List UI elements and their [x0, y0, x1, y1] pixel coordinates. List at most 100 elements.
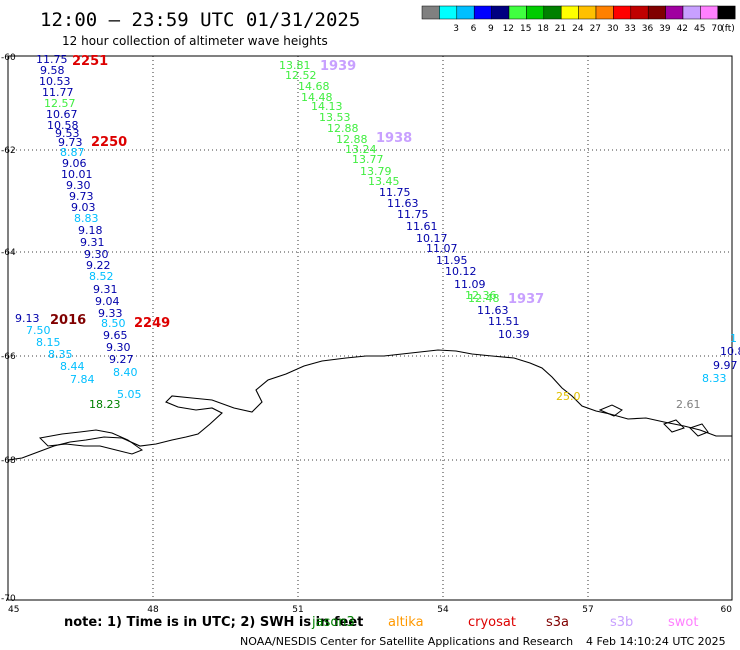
legend-swatch — [665, 5, 684, 20]
wave-height-value: 8.87 — [60, 146, 85, 159]
wave-height-value: 8.15 — [36, 336, 61, 349]
track-time-label: 2250 — [91, 135, 127, 150]
satellite-legend: jason3 altika cryosat s3a s3b swot — [311, 615, 698, 630]
wave-height-value: 9.33 — [98, 307, 123, 320]
wave-height-value: 9.73 — [69, 190, 94, 203]
legend-tick-label: 12 — [503, 24, 514, 34]
legend-swatch — [630, 5, 649, 20]
legend-swatch — [560, 5, 579, 20]
track-time-label: 1937 — [508, 292, 544, 307]
legend-tick-label: 33 — [624, 24, 635, 34]
page-title: 12:00 — 23:59 UTC 01/31/2025 — [40, 9, 360, 31]
satellite-legend-item: jason3 — [311, 615, 355, 630]
legend-tick-label: 42 — [677, 24, 688, 34]
wave-height-value: 9.58 — [40, 64, 65, 77]
wave-height-value: 25.0 — [556, 390, 581, 403]
track-time-label: 2251 — [72, 54, 108, 69]
wave-height-value: 14.68 — [298, 80, 330, 93]
wave-height-value: 8.50 — [101, 317, 126, 330]
island — [598, 404, 623, 417]
island — [663, 419, 685, 433]
legend-tick-label: 9 — [488, 24, 494, 34]
wave-height-value: 11.63 — [387, 197, 419, 210]
legend-swatch — [473, 5, 492, 20]
lat-tick-label: -66 — [1, 352, 16, 362]
wave-height-value: 11.63 — [477, 304, 509, 317]
wave-height-value: 14.48 — [301, 91, 333, 104]
wave-height-value: 12.57 — [44, 97, 76, 110]
legend-tick-label: 6 — [471, 24, 477, 34]
map-border — [7, 55, 733, 601]
wave-height-value: 9.97 — [713, 359, 738, 372]
legend-swatch — [456, 5, 475, 20]
track-time-label: 2016 — [50, 313, 86, 328]
wave-height-value: 13.45 — [368, 175, 400, 188]
legend-swatch — [508, 5, 527, 20]
lon-tick-label: 45 — [8, 605, 19, 615]
wave-height-value: 11.75 — [397, 208, 429, 221]
lon-tick-label: 57 — [582, 605, 593, 615]
wave-height-value: 11.07 — [426, 242, 458, 255]
legend-tick-label: 21 — [555, 24, 566, 34]
wave-height-value: 9.13 — [15, 312, 40, 325]
satellite-legend-item: s3b — [610, 615, 633, 630]
wave-height-value: 5.05 — [117, 388, 142, 401]
legend-swatch — [595, 5, 614, 20]
wave-height-value: 7.84 — [70, 373, 95, 386]
wave-height-value: 10.53 — [39, 75, 71, 88]
satellite-legend-item: swot — [668, 615, 698, 630]
wave-height-value: 18.23 — [89, 398, 121, 411]
legend-tick-label: 24 — [572, 24, 584, 34]
wave-height-value: 10.8 — [720, 345, 740, 358]
legend-swatch — [578, 5, 597, 20]
legend-swatch — [647, 5, 666, 20]
wave-height-value: 10.12 — [445, 265, 477, 278]
wave-height-value: 7.50 — [26, 324, 51, 337]
coastline — [7, 349, 732, 461]
wave-height-value: 9.06 — [62, 157, 87, 170]
legend-tick-label: 18 — [537, 24, 549, 34]
legend-tick-label: 15 — [520, 24, 531, 34]
wave-height-value: 9.27 — [109, 353, 134, 366]
page-subtitle: 12 hour collection of altimeter wave hei… — [62, 34, 328, 48]
wave-height-value: 12.48 — [468, 292, 500, 305]
lat-tick-label: -60 — [1, 53, 16, 63]
wave-height-value: 9.22 — [86, 259, 111, 272]
wave-height-value: 11.77 — [42, 86, 74, 99]
satellite-legend-item: altika — [388, 615, 424, 630]
wave-height-value: 12.36 — [465, 289, 497, 302]
track-time-label: 1938 — [376, 131, 412, 146]
wave-height-value: 13.53 — [319, 111, 351, 124]
lat-tick-label: -68 — [1, 456, 16, 466]
lat-tick-label: -70 — [1, 594, 16, 604]
wave-height-value: 10.39 — [498, 328, 530, 341]
wave-height-value: 9.73 — [58, 136, 83, 149]
wave-height-value: 1 — [730, 332, 737, 345]
axis-ticks: 45 48 51 54 57 60 -60 -62 -64 -66 -68 -70 — [1, 53, 732, 615]
wave-height-value: 13.81 — [279, 59, 311, 72]
wave-height-value: 11.75 — [379, 186, 411, 199]
legend-unit: (ft) — [721, 24, 735, 34]
legend-tick-label: 30 — [607, 24, 619, 34]
satellite-legend-item: s3a — [546, 615, 569, 630]
legend-swatch — [491, 5, 510, 20]
wave-height-value: 13.77 — [352, 153, 384, 166]
legend-swatch — [421, 5, 440, 20]
wave-height-values: 11.759.5810.5311.7712.5710.6710.589.539.… — [15, 53, 740, 411]
wave-height-value: 8.44 — [60, 360, 85, 373]
track-time-label: 2249 — [134, 316, 170, 331]
wave-height-value: 13.79 — [360, 165, 392, 178]
legend-tick-label: 39 — [659, 24, 671, 34]
wave-height-value: 8.35 — [48, 348, 73, 361]
legend-swatch — [543, 5, 562, 20]
legend-tick-label: 3 — [453, 24, 459, 34]
wave-height-value: 9.04 — [95, 295, 120, 308]
wave-height-value: 10.17 — [416, 232, 448, 245]
wave-height-value: 9.30 — [106, 341, 131, 354]
wave-height-value: 9.30 — [66, 179, 91, 192]
legend-tick-label: 70 — [711, 24, 723, 34]
legend-swatch — [717, 5, 736, 20]
legend-tick-label: 27 — [590, 24, 601, 34]
lat-tick-label: -62 — [1, 146, 16, 156]
wave-height-value: 11.61 — [406, 220, 438, 233]
